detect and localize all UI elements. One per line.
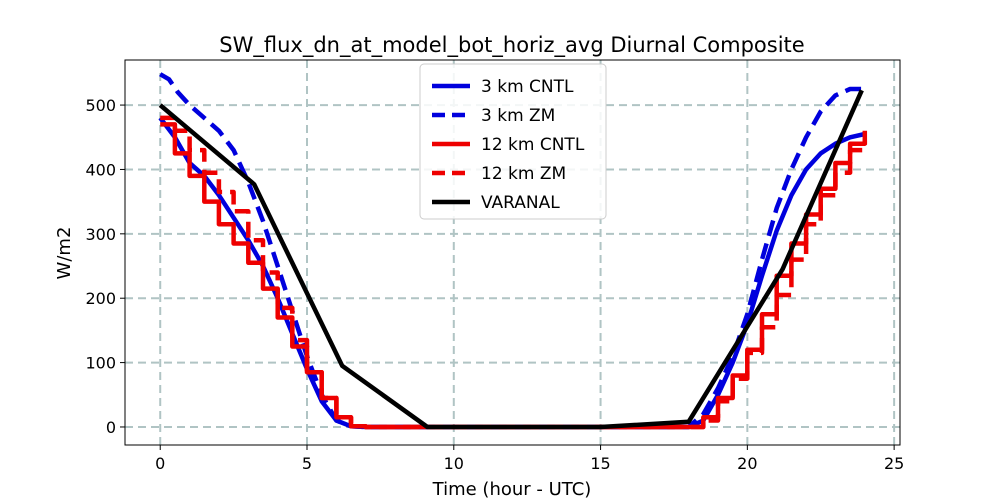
y-tick-label: 200 [85, 289, 116, 308]
x-tick-label: 20 [737, 454, 757, 473]
x-tick-label: 10 [444, 454, 464, 473]
y-axis-label: W/m2 [54, 227, 75, 280]
series-line-12-km-zm [160, 115, 868, 430]
legend-label: 3 km CNTL [481, 77, 574, 97]
y-tick-label: 300 [85, 225, 116, 244]
x-tick-label: 15 [590, 454, 610, 473]
axis-ticks: 0 5 10 15 20 25 0 100 200 300 400 500 [85, 96, 904, 473]
y-tick-label: 100 [85, 354, 116, 373]
legend-label: 3 km ZM [481, 106, 555, 126]
legend: 3 km CNTL 3 km ZM 12 km CNTL 12 km ZM VARANA… [419, 63, 607, 220]
y-tick-label: 500 [85, 96, 116, 115]
series-line-3-km-zm [159, 72, 865, 430]
y-tick-label: 0 [106, 418, 116, 437]
series-lines [158, 72, 868, 430]
legend-label: 12 km CNTL [481, 135, 585, 155]
legend-label: VARANAL [481, 193, 560, 213]
plot-area-frame [124, 59, 901, 446]
legend-box [419, 63, 607, 220]
x-tick-label: 5 [302, 454, 312, 473]
legend-label: 12 km ZM [481, 164, 566, 184]
series-line-varanal [158, 89, 864, 430]
x-axis-label: Time (hour - UTC) [432, 479, 592, 500]
chart-title: SW_flux_dn_at_model_bot_horiz_avg Diurna… [219, 33, 804, 58]
y-tick-label: 400 [85, 160, 116, 179]
x-tick-label: 0 [155, 454, 165, 473]
x-tick-label: 25 [884, 454, 904, 473]
